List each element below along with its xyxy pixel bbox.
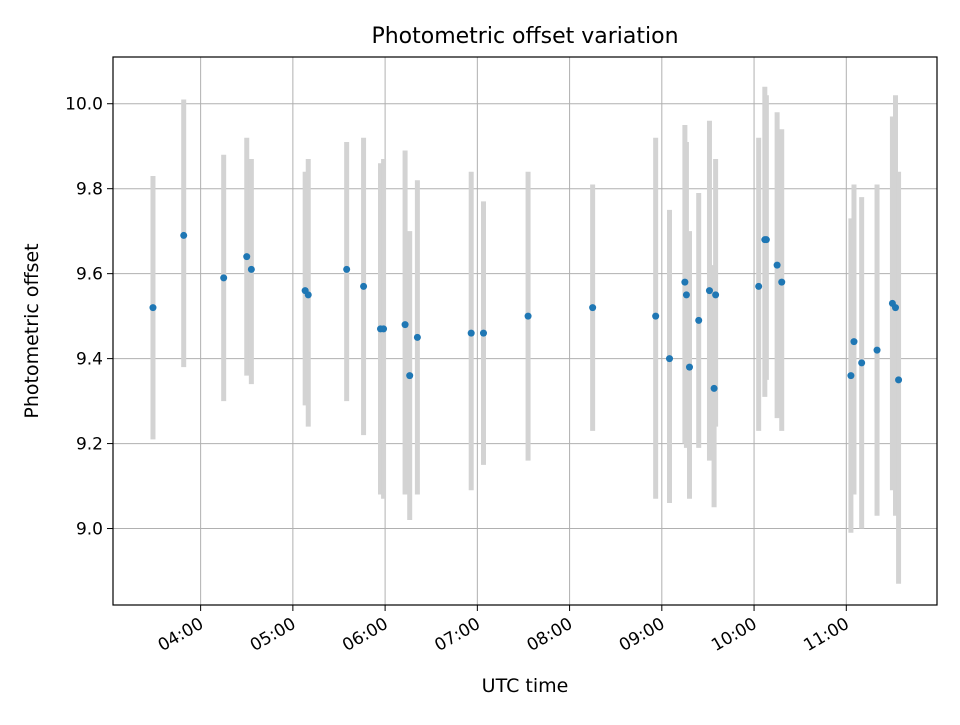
data-point (891, 304, 899, 312)
data-point (695, 316, 703, 324)
data-point (247, 265, 255, 273)
y-axis-ticks: 9.0 9.2 9.4 9.6 9.8 10.0 (65, 95, 113, 540)
y-tick-label: 9.0 (76, 520, 103, 540)
y-tick-label: 9.8 (76, 180, 103, 200)
data-point (180, 231, 188, 239)
x-axis-label: UTC time (482, 675, 569, 697)
data-point (705, 287, 713, 295)
data-point (479, 329, 487, 337)
data-point (149, 304, 157, 312)
data-point (406, 372, 414, 380)
data-points (149, 231, 903, 392)
data-point (220, 274, 228, 282)
data-point (652, 312, 660, 320)
data-point (401, 321, 409, 329)
data-point (873, 346, 881, 354)
data-point (710, 384, 718, 392)
data-point (343, 265, 351, 273)
data-point (681, 278, 689, 286)
data-point (380, 325, 388, 333)
data-point (304, 291, 312, 299)
data-point (712, 291, 720, 299)
y-tick-label: 9.6 (76, 265, 103, 285)
y-tick-label: 9.2 (76, 435, 103, 455)
data-point (467, 329, 475, 337)
y-tick-label: 9.4 (76, 350, 103, 370)
data-point (243, 253, 251, 261)
data-point (850, 338, 858, 346)
data-point (755, 282, 763, 290)
data-point (778, 278, 786, 286)
data-point (589, 304, 597, 312)
y-axis-label: Photometric offset (21, 243, 43, 418)
data-point (762, 236, 770, 244)
plot-frame (112, 56, 938, 606)
data-point (413, 333, 421, 341)
data-point (666, 355, 674, 363)
data-point (858, 359, 866, 367)
data-point (847, 372, 855, 380)
y-tick-label: 10.0 (65, 95, 103, 115)
data-point (685, 363, 693, 371)
data-point (360, 282, 368, 290)
data-point (682, 291, 690, 299)
data-point (524, 312, 532, 320)
chart-title: Photometric offset variation (371, 24, 678, 49)
data-point (895, 376, 903, 384)
data-point (773, 261, 781, 269)
